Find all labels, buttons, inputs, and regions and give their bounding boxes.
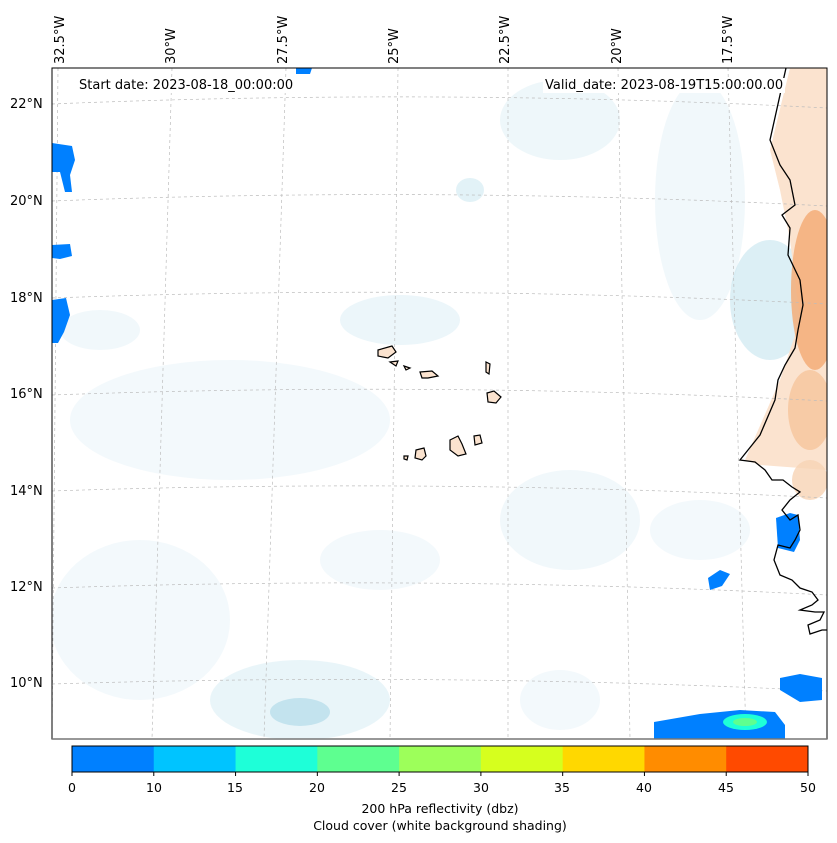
colorbar-segment (72, 746, 155, 772)
colorbar-segment (399, 746, 482, 772)
lat-label-16n: 16°N (10, 387, 43, 402)
valid-date-label: Valid_date: 2023-08-19T15:00:00.00 (543, 78, 786, 93)
lon-label-32-5w: 32.5°W (53, 15, 68, 64)
colorbar-title: 200 hPa reflectivity (dbz) (361, 801, 519, 816)
dust-shading (745, 68, 827, 500)
colorbar-segment (726, 746, 809, 772)
colorbar-tick-label: 20 (309, 780, 325, 795)
colorbar-tick-label: 15 (227, 780, 243, 795)
lat-label-12n: 12°N (10, 580, 43, 595)
lat-label-22n: 22°N (10, 97, 43, 112)
colorbar-tick-label: 0 (68, 780, 76, 795)
colorbar-tick-label: 45 (718, 780, 734, 795)
cape-verde-islands (377, 345, 502, 461)
colorbar-tick-label: 25 (391, 780, 407, 795)
colorbar-tick-label: 35 (554, 780, 570, 795)
lon-label-20w: 20°W (610, 28, 625, 64)
start-date-label: Start date: 2023-08-18_00:00:00 (77, 78, 296, 93)
colorbar-tick-label: 40 (636, 780, 652, 795)
colorbar-segment (562, 746, 645, 772)
map-background (52, 68, 827, 739)
colorbar-frame (71, 745, 809, 773)
colorbar (71, 745, 809, 776)
graticule (52, 68, 827, 739)
lon-label-30w: 30°W (164, 28, 179, 64)
lat-label-10n: 10°N (10, 676, 43, 691)
lon-label-17-5w: 17.5°W (721, 15, 736, 64)
lat-label-18n: 18°N (10, 291, 43, 306)
colorbar-segment (480, 746, 564, 772)
colorbar-tick-label: 30 (473, 780, 489, 795)
lon-label-25w: 25°W (387, 28, 402, 64)
colorbar-segment (153, 746, 237, 772)
lat-label-14n: 14°N (10, 484, 43, 499)
colorbar-segment (644, 746, 727, 772)
reflectivity-patches (52, 68, 822, 739)
lat-label-20n: 20°N (10, 194, 43, 209)
colorbar-segment (317, 746, 400, 772)
colorbar-tick-label: 50 (800, 780, 816, 795)
lon-label-22-5w: 22.5°W (498, 15, 513, 64)
lon-label-27-5w: 27.5°W (276, 15, 291, 64)
african-coastline (738, 68, 827, 635)
colorbar-segment (235, 746, 318, 772)
colorbar-tick-label: 10 (146, 780, 162, 795)
colorbar-subtitle: Cloud cover (white background shading) (313, 818, 567, 833)
cloud-cover-shading (52, 80, 810, 739)
